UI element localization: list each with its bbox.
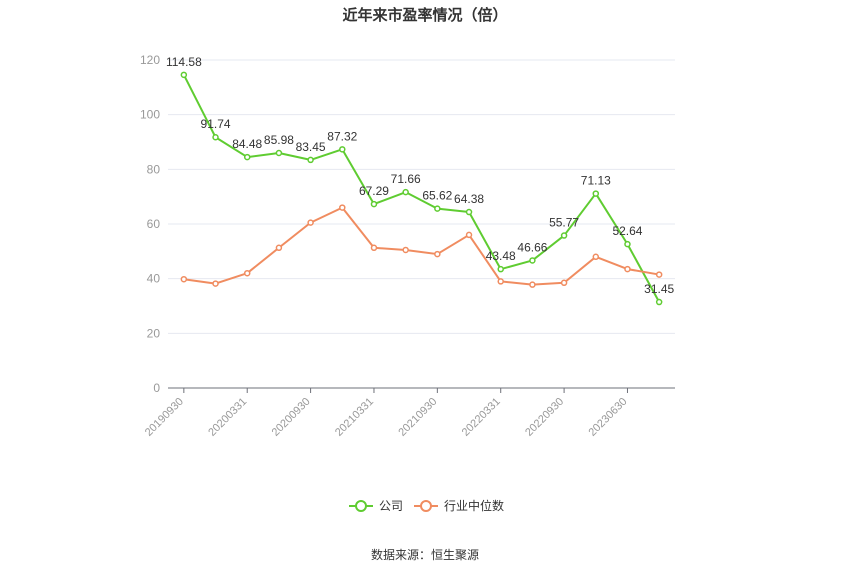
data-label: 84.48	[232, 137, 262, 151]
x-tick-label: 20230630	[586, 396, 629, 439]
y-tick-label: 100	[140, 108, 160, 122]
industry-median-point	[339, 204, 346, 211]
data-label: 31.45	[644, 282, 674, 296]
legend-item-industry-median[interactable]: 行业中位数	[414, 498, 504, 513]
legend[interactable]: 公司 行业中位数	[349, 498, 504, 513]
company-point	[402, 188, 409, 196]
industry-median-point	[402, 246, 409, 254]
data-label: 55.77	[549, 216, 579, 230]
company-point	[243, 153, 251, 161]
company-point	[529, 257, 536, 264]
industry-median-point	[243, 269, 251, 277]
data-label: 71.66	[391, 172, 421, 186]
x-tick-label: 20220331	[460, 396, 503, 439]
company-point	[655, 298, 663, 306]
industry-median-point	[434, 250, 441, 258]
legend-label: 公司	[379, 499, 403, 513]
company-point	[624, 240, 631, 248]
chart-title: 近年来市盈率情况（倍）	[342, 6, 508, 24]
industry-median-point	[370, 244, 378, 252]
data-label: 46.66	[517, 240, 547, 254]
legend-marker-icon	[420, 500, 432, 512]
data-label: 64.38	[454, 192, 484, 206]
x-tick-label: 20200930	[270, 396, 313, 439]
company-point	[497, 265, 504, 273]
x-tick-label: 20210331	[333, 396, 376, 439]
company-point	[434, 205, 441, 212]
company-point	[560, 232, 568, 239]
data-label: 114.58	[166, 55, 202, 69]
company-point	[180, 71, 188, 79]
industry-median-point	[592, 253, 600, 261]
company-point	[212, 133, 219, 141]
y-tick-label: 120	[140, 53, 160, 67]
data-label: 43.48	[486, 249, 516, 263]
company-point	[592, 190, 600, 197]
data-label: 87.32	[327, 129, 357, 143]
y-tick-label: 20	[147, 326, 161, 340]
y-tick-label: 60	[147, 217, 161, 231]
data-label: 65.62	[422, 189, 452, 203]
legend-item-company[interactable]: 公司	[349, 499, 403, 513]
company-point	[465, 208, 473, 216]
industry-median-point	[624, 265, 631, 273]
industry-median-line	[183, 206, 660, 286]
industry-median-point	[655, 271, 663, 278]
industry-median-point	[275, 244, 283, 252]
data-label: 52.64	[612, 224, 642, 238]
industry-median-point	[465, 231, 473, 239]
data-source: 数据来源：恒生聚源	[370, 548, 479, 562]
y-tick-label: 80	[147, 162, 161, 176]
x-tick-label: 20200331	[206, 396, 249, 439]
company-point	[339, 146, 346, 153]
data-label: 85.98	[264, 133, 294, 147]
y-axis-ticks: 0 20 40 60 80 100 120	[140, 53, 160, 395]
x-axis: 20190930 20200331 20200930 20210331 20210930…	[143, 387, 675, 439]
company-line	[182, 74, 661, 303]
company-point	[370, 200, 378, 208]
industry-median-point	[180, 275, 188, 283]
data-label: 67.29	[359, 184, 389, 198]
x-tick-label: 20210930	[396, 396, 439, 439]
grid-lines	[168, 59, 675, 334]
y-tick-label: 40	[147, 272, 161, 286]
series-group	[180, 71, 663, 306]
y-tick-label: 0	[153, 381, 160, 395]
industry-median-point	[529, 281, 536, 288]
company-point	[275, 149, 283, 157]
industry-median-point	[307, 219, 314, 226]
data-label: 71.13	[581, 174, 611, 188]
legend-label: 行业中位数	[444, 498, 504, 513]
data-label: 91.74	[201, 117, 231, 131]
industry-median-point	[212, 280, 219, 287]
industry-median-point	[560, 279, 568, 287]
x-tick-label: 20190930	[143, 396, 186, 439]
industry-median-point	[497, 278, 504, 285]
legend-marker-icon	[355, 500, 367, 512]
x-tick-label: 20220930	[523, 396, 566, 439]
data-label: 83.45	[296, 140, 326, 154]
company-point	[307, 156, 314, 164]
